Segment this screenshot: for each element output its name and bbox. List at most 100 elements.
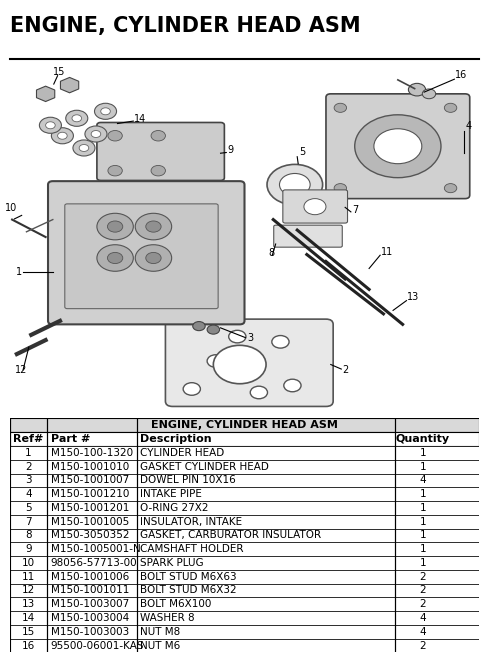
FancyBboxPatch shape xyxy=(97,123,224,181)
Text: GASKET, CARBURATOR INSULATOR: GASKET, CARBURATOR INSULATOR xyxy=(140,530,320,540)
Text: 2: 2 xyxy=(419,572,426,582)
Text: BOLT STUD M6X32: BOLT STUD M6X32 xyxy=(140,585,236,596)
Text: 14: 14 xyxy=(134,114,146,124)
Bar xyxy=(10,460,478,474)
Text: 9: 9 xyxy=(25,544,32,554)
Text: Description: Description xyxy=(140,434,211,444)
Bar xyxy=(10,584,478,597)
Text: 1: 1 xyxy=(419,448,426,458)
Text: 11: 11 xyxy=(22,572,35,582)
Text: 2: 2 xyxy=(419,599,426,609)
Text: M150-100-1320: M150-100-1320 xyxy=(51,448,132,458)
Circle shape xyxy=(65,110,88,127)
Text: Quantity: Quantity xyxy=(395,434,449,444)
Bar xyxy=(10,556,478,570)
Text: 3: 3 xyxy=(25,475,32,486)
Text: M150-1003003: M150-1003003 xyxy=(51,627,129,637)
Circle shape xyxy=(135,244,171,272)
Text: M150-1001210: M150-1001210 xyxy=(51,489,129,499)
Text: DOWEL PIN 10X16: DOWEL PIN 10X16 xyxy=(140,475,235,486)
Circle shape xyxy=(266,164,322,205)
Circle shape xyxy=(108,165,122,176)
Circle shape xyxy=(97,244,133,272)
Text: 15: 15 xyxy=(22,627,35,637)
Circle shape xyxy=(304,198,325,215)
Text: INTAKE PIPE: INTAKE PIPE xyxy=(140,489,201,499)
Text: O-RING 27X2: O-RING 27X2 xyxy=(140,503,208,513)
Circle shape xyxy=(107,221,122,232)
Text: 4: 4 xyxy=(25,489,32,499)
Text: 7: 7 xyxy=(25,517,32,527)
Bar xyxy=(10,542,478,556)
Text: 13: 13 xyxy=(407,292,419,302)
Text: 15: 15 xyxy=(53,67,65,76)
Circle shape xyxy=(271,335,288,348)
Text: INSULATOR, INTAKE: INSULATOR, INTAKE xyxy=(140,517,242,527)
Bar xyxy=(10,611,478,625)
Text: M150-1003007: M150-1003007 xyxy=(51,599,129,609)
Circle shape xyxy=(101,108,110,115)
Text: M150-1001201: M150-1001201 xyxy=(51,503,129,513)
Circle shape xyxy=(97,214,133,240)
Circle shape xyxy=(279,173,309,196)
FancyBboxPatch shape xyxy=(48,181,244,324)
Circle shape xyxy=(192,322,205,331)
Circle shape xyxy=(354,115,440,178)
Text: 10: 10 xyxy=(22,558,35,568)
FancyBboxPatch shape xyxy=(282,190,347,223)
Text: M150-1005001-N: M150-1005001-N xyxy=(51,544,140,554)
FancyBboxPatch shape xyxy=(325,94,469,198)
Text: 8: 8 xyxy=(268,248,274,258)
Text: ENGINE, CYLINDER HEAD ASM: ENGINE, CYLINDER HEAD ASM xyxy=(151,420,337,430)
Text: ENGINE, CYLINDER HEAD ASM: ENGINE, CYLINDER HEAD ASM xyxy=(10,16,360,36)
Text: GASKET CYLINDER HEAD: GASKET CYLINDER HEAD xyxy=(140,462,268,472)
Circle shape xyxy=(444,103,456,112)
Text: 4: 4 xyxy=(419,627,426,637)
FancyBboxPatch shape xyxy=(165,319,332,407)
Text: 4: 4 xyxy=(419,475,426,486)
Text: NUT M8: NUT M8 xyxy=(140,627,180,637)
Circle shape xyxy=(151,130,165,141)
Circle shape xyxy=(228,330,245,343)
Circle shape xyxy=(108,130,122,141)
Circle shape xyxy=(250,386,267,399)
Text: M150-1001011: M150-1001011 xyxy=(51,585,129,596)
Text: 5: 5 xyxy=(25,503,32,513)
Text: NUT M6: NUT M6 xyxy=(140,641,180,650)
Text: 1: 1 xyxy=(16,267,21,277)
Text: 1: 1 xyxy=(25,448,32,458)
Text: 5: 5 xyxy=(299,147,305,157)
Text: 12: 12 xyxy=(22,585,35,596)
Text: CAMSHAFT HOLDER: CAMSHAFT HOLDER xyxy=(140,544,243,554)
Text: 13: 13 xyxy=(22,599,35,609)
Circle shape xyxy=(333,103,346,112)
Text: SPARK PLUG: SPARK PLUG xyxy=(140,558,203,568)
Circle shape xyxy=(73,140,95,156)
FancyBboxPatch shape xyxy=(64,204,218,308)
Bar xyxy=(10,487,478,501)
Text: 14: 14 xyxy=(22,613,35,623)
Bar xyxy=(10,446,478,460)
Bar xyxy=(10,501,478,515)
Text: 10: 10 xyxy=(5,203,17,213)
Bar xyxy=(10,418,478,432)
Text: WASHER 8: WASHER 8 xyxy=(140,613,194,623)
Circle shape xyxy=(45,122,55,129)
Circle shape xyxy=(79,144,89,152)
Circle shape xyxy=(40,117,61,133)
Text: 4: 4 xyxy=(465,121,471,130)
Text: 1: 1 xyxy=(419,544,426,554)
Circle shape xyxy=(94,103,116,119)
Polygon shape xyxy=(37,86,55,101)
Bar xyxy=(10,432,478,446)
Text: 3: 3 xyxy=(246,333,252,343)
Circle shape xyxy=(444,184,456,192)
Text: 1: 1 xyxy=(419,517,426,527)
Text: 2: 2 xyxy=(419,641,426,650)
Circle shape xyxy=(145,221,161,232)
Circle shape xyxy=(213,345,265,384)
Text: M150-1001010: M150-1001010 xyxy=(51,462,129,472)
Bar xyxy=(10,625,478,639)
Circle shape xyxy=(51,128,73,144)
Bar xyxy=(10,597,478,611)
